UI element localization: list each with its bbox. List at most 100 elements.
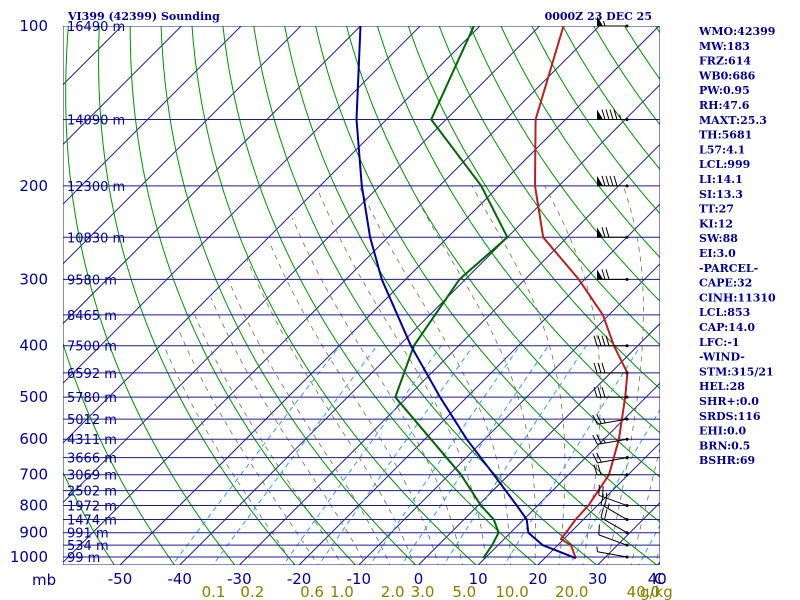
moist-adiabat-line [292,217,463,565]
isotherm-line [63,26,601,564]
dry-adiabat-line [191,26,477,565]
stability-index: FRZ:614 [699,55,751,68]
moist-adiabat-line [409,185,536,565]
dry-adiabat-line [469,26,660,302]
stability-index: WMO:42399 [698,25,775,38]
wind-barb [592,452,629,464]
isotherm-line [63,26,242,205]
moist-adiabat-line [544,185,601,565]
temperature-tick-label: -20 [287,570,312,588]
height-label: 991 m [67,527,109,542]
stability-index: LCL:853 [699,306,750,319]
mixing-ratio-line [171,345,341,565]
height-label: 5780 m [67,391,117,406]
dry-adiabat-line [253,26,598,565]
pressure-tick-label: 700 [19,466,48,484]
stability-index: SI:13.3 [699,188,743,201]
temperature-tick-label: 0 [414,570,424,588]
stability-index: SW:88 [699,232,738,245]
mixing-ratio-label: 40.0 [627,583,660,600]
wind-barb [592,434,629,445]
temperature-tick-label: -10 [347,570,372,588]
wind-barb [597,16,629,28]
wind-barb [593,362,629,375]
height-label: 534 m [67,539,109,554]
pressure-tick-label: 900 [19,524,48,542]
mixing-ratio-label: 0.2 [240,583,264,600]
temperature-tick-label: -30 [227,570,252,588]
mixing-ratio-line [568,408,660,565]
height-label: 1972 m [67,500,117,515]
isotherm-line [63,26,541,504]
dry-adiabat-line [98,26,296,565]
isotherm-line [178,83,660,565]
dry-adiabat-line [345,26,660,478]
stability-index: PW:0.95 [699,84,750,97]
moist-adiabat-line [471,185,566,565]
stability-index: L57:4.1 [699,143,745,156]
height-label: 16490 m [67,20,125,35]
stability-index: -PARCEL- [699,262,758,275]
dry-adiabat-line [65,26,236,565]
height-label: 3069 m [67,469,117,484]
dry-adiabat-line [284,26,658,565]
pressure-unit-label: mb [32,571,56,589]
mixing-ratio-label: 3.0 [411,583,435,600]
temperature-tick-label: 30 [588,570,607,588]
height-label: 4311 m [67,433,117,448]
dry-adiabat-line [407,26,660,390]
pressure-tick-label: 1000 [10,548,48,566]
height-label: 5012 m [67,413,117,428]
stability-index: EHI:0.0 [699,425,746,438]
wind-barb [596,175,629,188]
mixing-ratio-label: 5.0 [452,583,476,600]
moist-adiabat-line [163,345,295,565]
stability-index: BSHR:69 [699,454,755,467]
isotherm-line [298,203,660,565]
mixing-ratio-label: 20.0 [555,583,588,600]
stability-index: CINH:11310 [699,291,776,304]
isotherm-line [63,26,481,444]
isotherm-line [119,26,660,565]
pressure-tick-label: 200 [19,177,48,195]
wind-barb [593,387,629,399]
stability-index: MAXT:25.3 [699,114,767,127]
wind-barb [593,464,629,477]
stability-index: STM:315/21 [699,365,774,378]
wind-barbs [592,16,629,559]
moist-adiabat-line [268,241,439,565]
dry-adiabat-line [63,471,115,565]
wind-barb [596,109,629,122]
pressure-tick-label: 400 [19,337,48,355]
dewpoint-curve [394,26,509,559]
pressure-tick-label: 300 [19,270,48,288]
wind-barb [593,335,629,348]
stability-index: KI:12 [699,217,733,230]
isotherm-line [63,26,362,325]
height-label: 9580 m [67,273,117,288]
stability-index: CAP:14.0 [699,321,755,334]
mixing-ratio-line [318,345,474,565]
chart-title: VI399 (42399) Sounding [67,10,220,23]
dry-adiabat-line [376,26,660,434]
mixing-ratio-label: 0.1 [202,583,226,600]
stability-index: LCL:999 [699,158,750,171]
stability-index: LI:14.1 [699,173,743,186]
isotherm-line [358,263,660,565]
dry-adiabat-line [500,26,660,259]
stability-index: BRN:0.5 [699,439,750,452]
temperature-unit-label: C [654,570,664,588]
isotherm-line [238,143,660,565]
stability-index: TH:5681 [699,129,752,142]
stability-index: SHR+:0.0 [699,395,759,408]
dry-adiabat-line [438,26,660,346]
temperature-tick-label: -40 [167,570,192,588]
wind-barb [596,269,629,281]
isotherm-line [537,442,660,565]
wind-barb [592,414,629,425]
moist-adiabat-line [178,330,319,565]
stability-index: -WIND- [699,351,745,364]
height-label: 6592 m [67,367,117,382]
temperature-tick-label: 20 [528,570,547,588]
